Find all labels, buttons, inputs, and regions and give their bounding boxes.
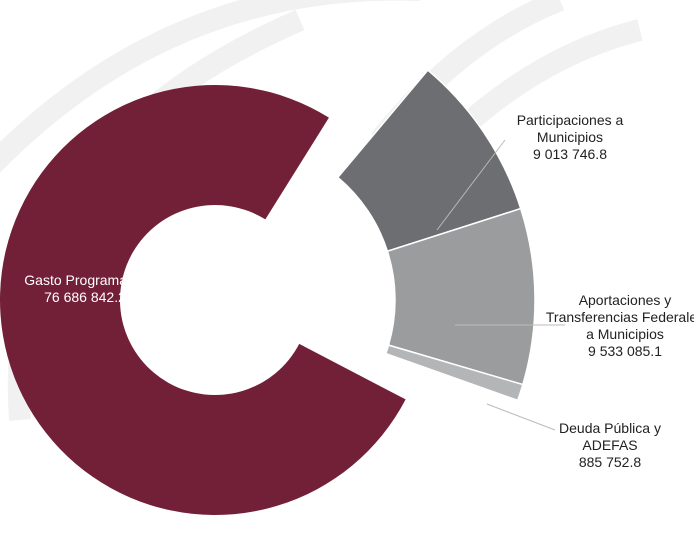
category-label: Deuda Pública y ADEFAS [559,420,661,453]
slices [0,69,536,515]
leader-lines [436,139,565,431]
slice-label: Gasto Programable 76 686 842.2 [15,272,155,306]
category-label: Participaciones a Municipios [516,112,624,145]
slice-label: Aportaciones y Transferencias Federales … [545,292,694,360]
value-label: 76 686 842.2 [44,289,126,305]
category-label: Gasto Programable [24,272,146,288]
leader-line [486,403,556,431]
slice [0,85,406,515]
slice-label: Deuda Pública y ADEFAS 885 752.8 [545,420,675,471]
value-label: 885 752.8 [578,454,642,470]
category-label: Aportaciones y Transferencias Federales … [545,292,694,342]
slice [384,344,524,402]
value-label: 9 533 085.1 [588,343,662,359]
value-label: 9 013 746.8 [533,146,607,162]
slice-label: Participaciones a Municipios 9 013 746.8 [500,112,640,163]
leader-line [436,139,506,231]
